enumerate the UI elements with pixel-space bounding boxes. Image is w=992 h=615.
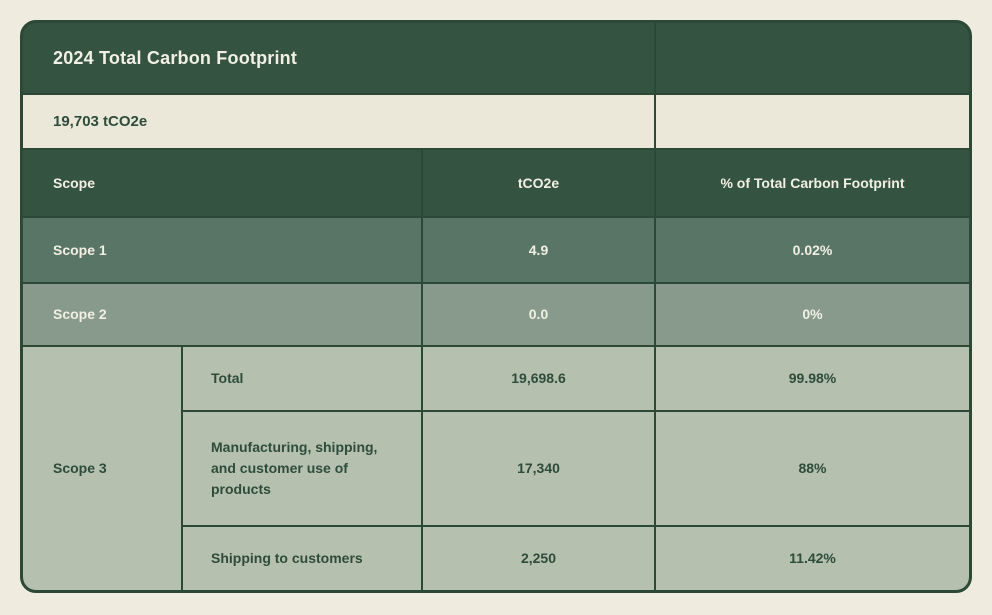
column-header-scope: Scope	[23, 150, 421, 216]
scope3-label: Scope 3	[23, 347, 181, 590]
title-row-spacer-cell	[656, 23, 969, 93]
scope3-manufacturing-tco2e: 17,340	[423, 412, 654, 525]
scope2-tco2e: 0.0	[423, 284, 654, 345]
scope3-shipping-tco2e: 2,250	[423, 527, 654, 590]
scope1-pct: 0.02%	[656, 218, 969, 282]
column-header-tco2e: tCO2e	[423, 150, 654, 216]
total-footprint-value: 19,703 tCO2e	[23, 95, 654, 148]
scope3-manufacturing-pct: 88%	[656, 412, 969, 525]
scope3-shipping-pct: 11.42%	[656, 527, 969, 590]
scope3-total-pct: 99.98%	[656, 347, 969, 410]
scope3-total-label: Total	[183, 347, 421, 410]
carbon-footprint-table: 2024 Total Carbon Footprint 19,703 tCO2e…	[20, 20, 972, 593]
total-row-spacer-cell	[656, 95, 969, 148]
scope2-pct: 0%	[656, 284, 969, 345]
scope1-label: Scope 1	[23, 218, 421, 282]
column-header-pct: % of Total Carbon Footprint	[656, 150, 969, 216]
table-title: 2024 Total Carbon Footprint	[23, 23, 654, 93]
scope1-tco2e: 4.9	[423, 218, 654, 282]
scope3-total-tco2e: 19,698.6	[423, 347, 654, 410]
scope3-manufacturing-label: Manufacturing, shipping, and customer us…	[183, 412, 421, 525]
scope3-shipping-label: Shipping to customers	[183, 527, 421, 590]
scope2-label: Scope 2	[23, 284, 421, 345]
